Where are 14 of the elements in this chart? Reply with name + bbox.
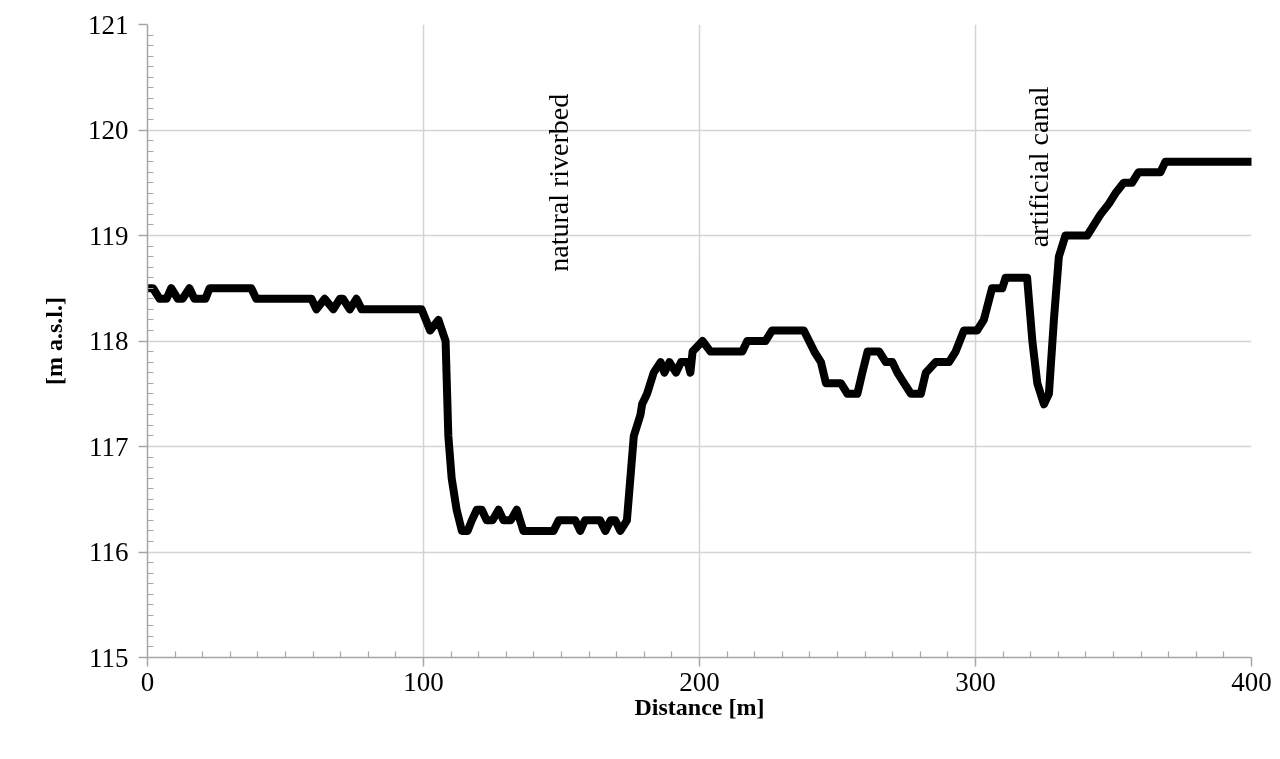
y-tick-label: 119 — [89, 220, 129, 251]
y-tick-label: 117 — [89, 431, 129, 462]
x-tick-label: 400 — [1231, 666, 1272, 697]
y-tick-label: 120 — [88, 115, 129, 145]
x-tick-label: 100 — [403, 666, 444, 697]
annotation: artificial canal — [1022, 86, 1054, 248]
annotation: natural riverbed — [542, 93, 574, 272]
y-tick-label: 116 — [89, 537, 129, 567]
y-tick-label: 121 — [88, 9, 129, 40]
x-tick-label: 0 — [140, 666, 155, 697]
y-tick-label: 118 — [89, 326, 129, 356]
y-axis-title: [m a.s.l.] — [41, 297, 67, 385]
y-tick-label: 115 — [89, 642, 129, 673]
x-tick-label: 300 — [955, 666, 996, 697]
